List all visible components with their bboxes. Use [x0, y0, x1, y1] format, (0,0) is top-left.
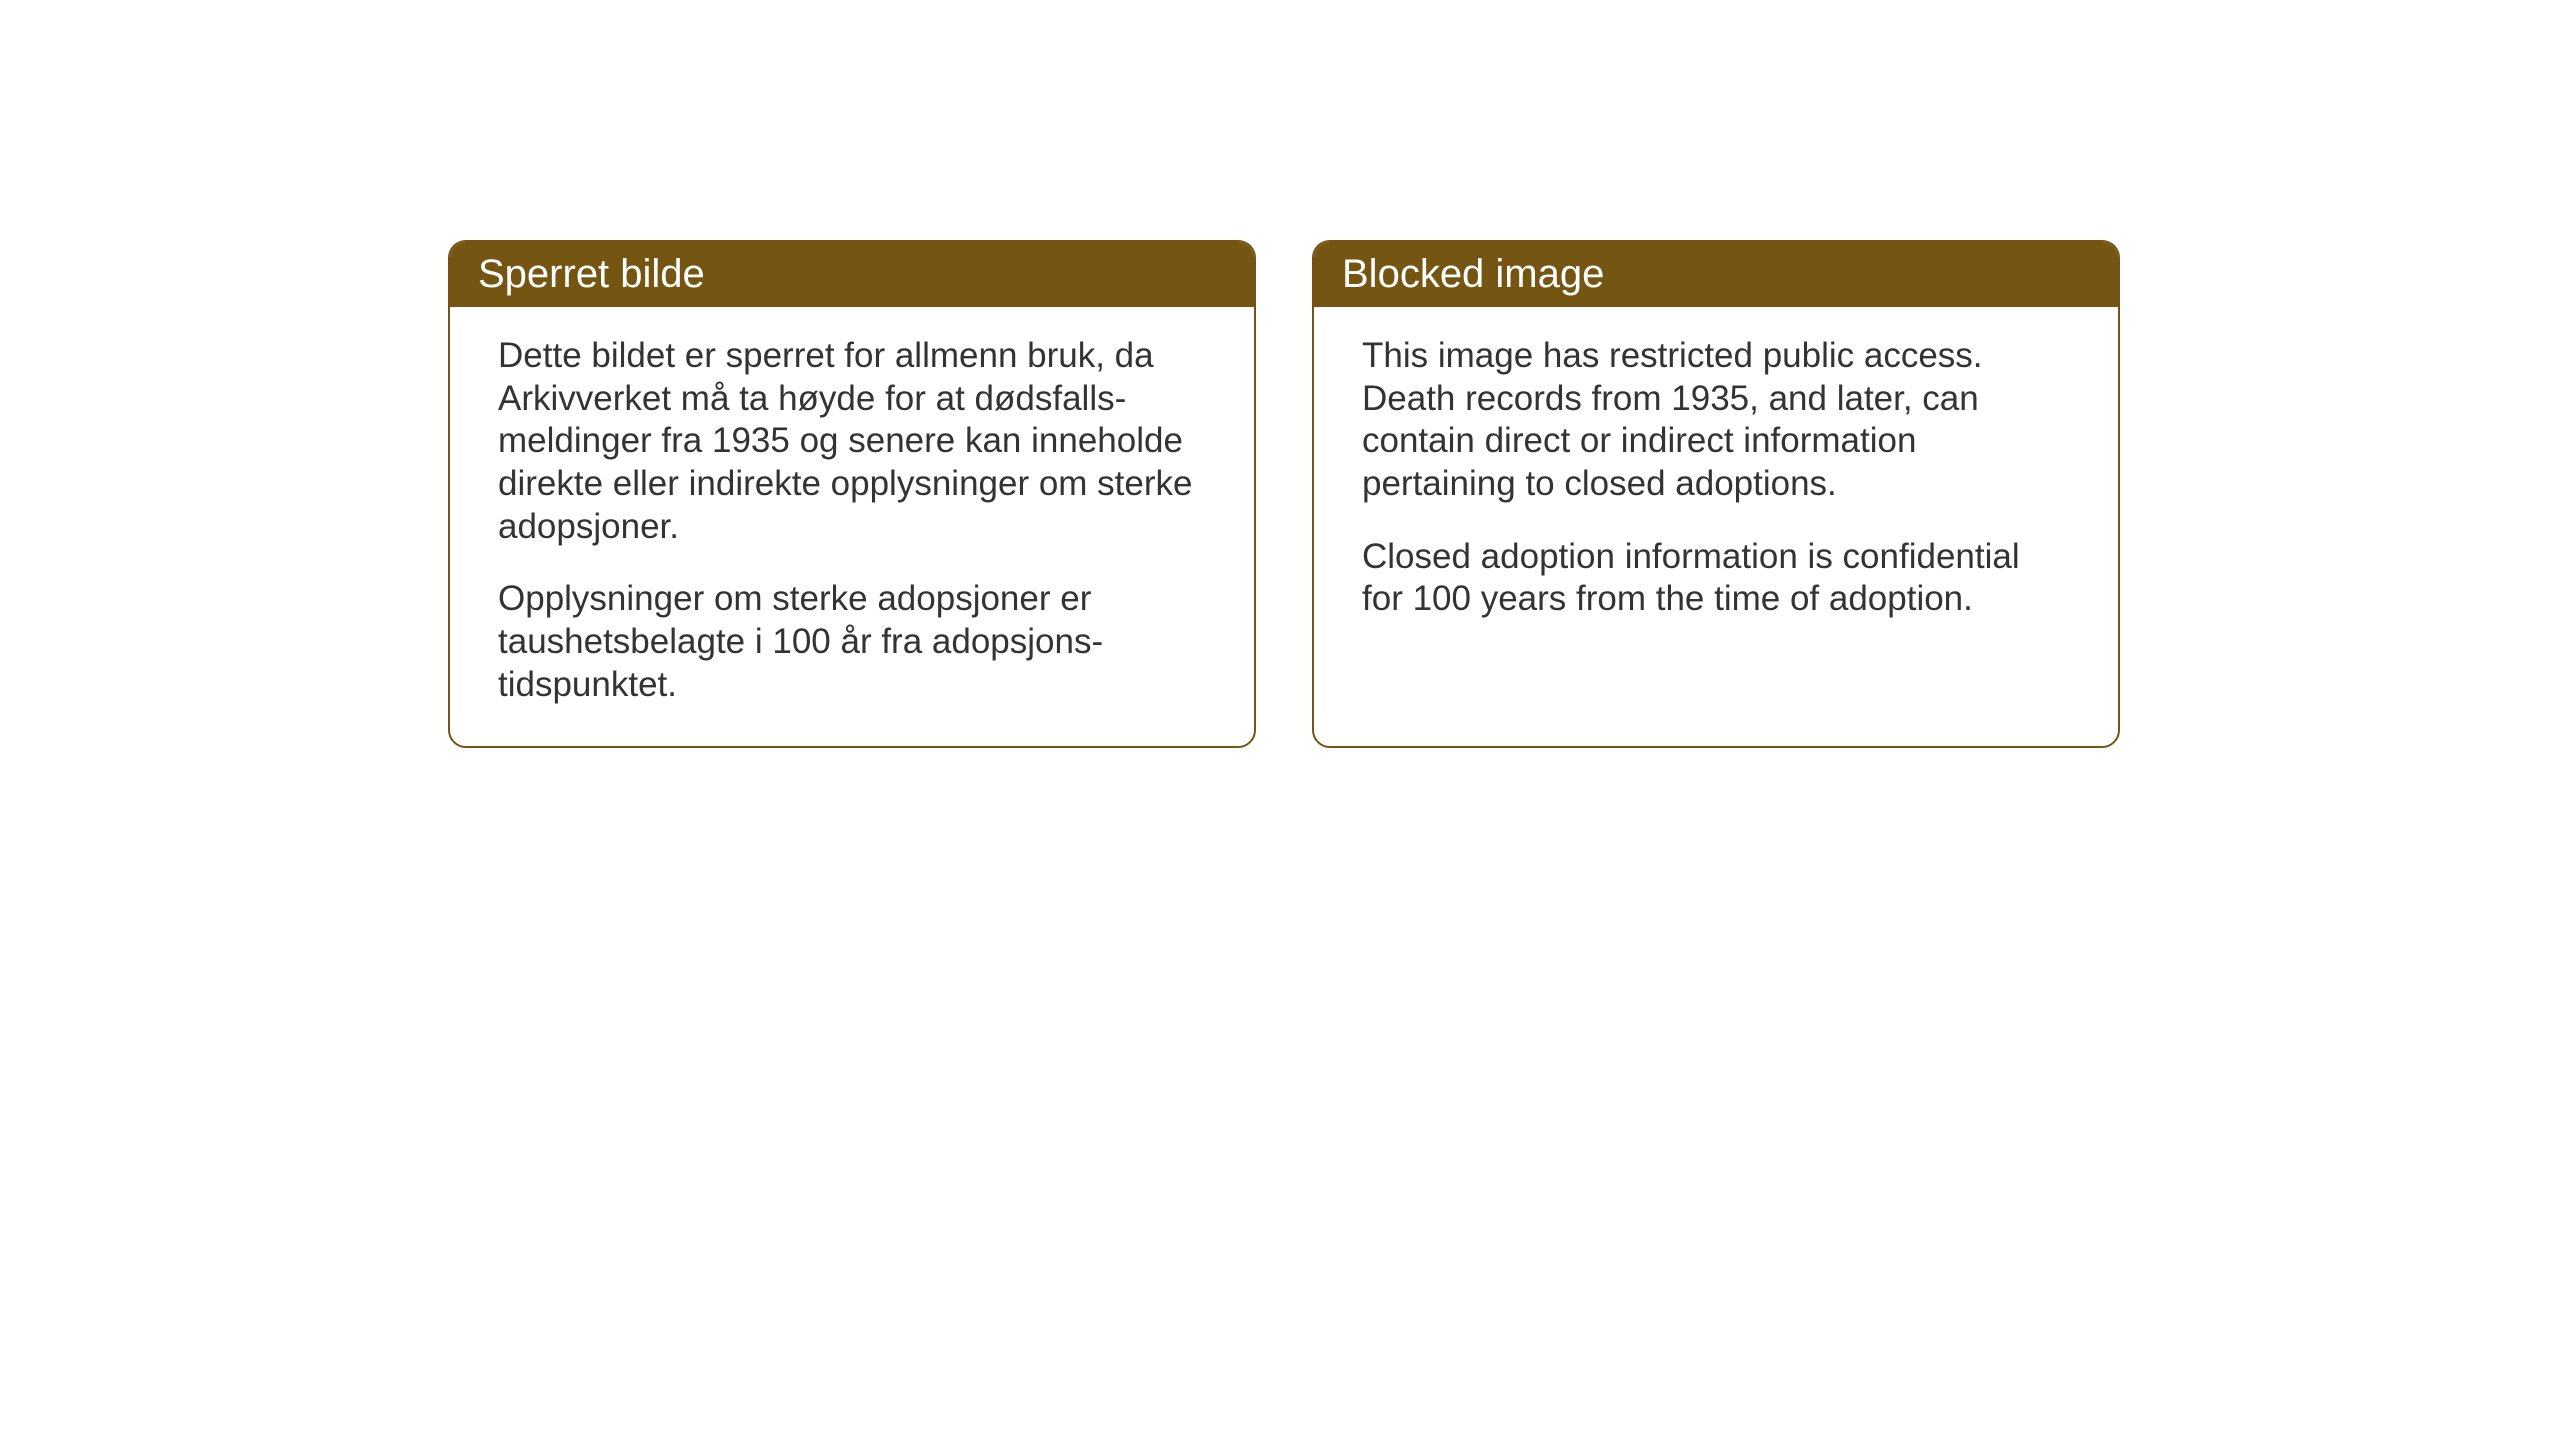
- english-paragraph-1: This image has restricted public access.…: [1362, 335, 2070, 506]
- english-card-title: Blocked image: [1314, 242, 2118, 307]
- norwegian-card-body: Dette bildet er sperret for allmenn bruk…: [450, 307, 1254, 743]
- english-card-body: This image has restricted public access.…: [1314, 307, 2118, 657]
- norwegian-card-title: Sperret bilde: [450, 242, 1254, 307]
- norwegian-notice-card: Sperret bilde Dette bildet er sperret fo…: [448, 240, 1256, 748]
- notice-container: Sperret bilde Dette bildet er sperret fo…: [448, 240, 2120, 748]
- norwegian-paragraph-1: Dette bildet er sperret for allmenn bruk…: [498, 335, 1206, 548]
- norwegian-paragraph-2: Opplysninger om sterke adopsjoner er tau…: [498, 578, 1206, 706]
- english-paragraph-2: Closed adoption information is confident…: [1362, 536, 2070, 621]
- english-notice-card: Blocked image This image has restricted …: [1312, 240, 2120, 748]
